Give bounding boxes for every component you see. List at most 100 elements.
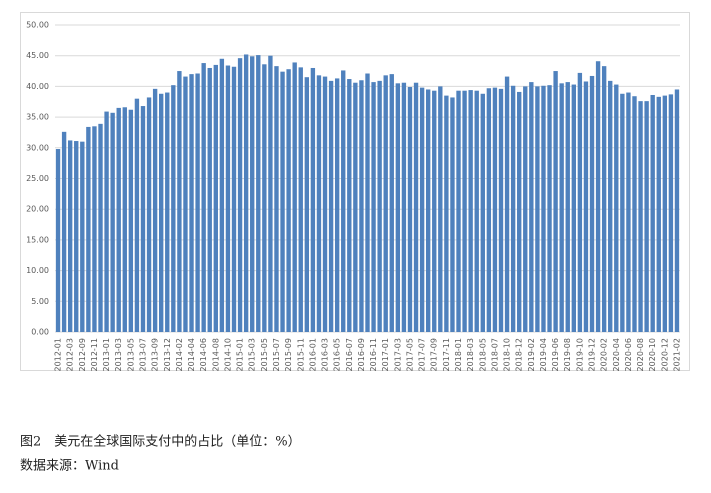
bar <box>146 97 152 333</box>
y-tick-label: 30.00 <box>26 143 49 152</box>
bar <box>371 82 376 333</box>
x-tick-label: 2018-03 <box>466 338 475 371</box>
bar <box>310 67 316 332</box>
bar <box>67 140 73 332</box>
x-tick-label: 2015-09 <box>284 338 293 371</box>
bar <box>74 141 79 332</box>
x-tick-label: 2013-05 <box>126 338 135 371</box>
bar <box>480 93 485 332</box>
bar <box>183 76 188 333</box>
x-tick-label: 2020-02 <box>600 338 609 371</box>
x-tick-label: 2020-12 <box>660 338 669 371</box>
x-tick-label: 2017-11 <box>442 338 451 371</box>
bar <box>620 93 625 332</box>
bar <box>322 76 328 333</box>
bar <box>92 126 97 332</box>
bar <box>250 56 255 333</box>
x-tick-label: 2014-10 <box>223 338 232 371</box>
bar <box>529 82 534 333</box>
x-tick-label: 2019-04 <box>539 338 548 371</box>
x-tick-label: 2016-03 <box>321 338 330 371</box>
bar <box>268 55 273 332</box>
bar <box>632 96 637 332</box>
x-tick-label: 2015-07 <box>272 338 281 371</box>
bar <box>510 85 516 332</box>
bar <box>328 80 334 333</box>
bar <box>86 126 91 332</box>
x-tick-label: 2018-12 <box>515 338 524 371</box>
bar <box>468 90 473 332</box>
caption: 图2 美元在全球国际支付中的占比（单位：%） <box>20 434 301 450</box>
bar <box>80 141 85 332</box>
x-tick-label: 2014-06 <box>199 338 208 371</box>
x-tick-label: 2014-08 <box>211 338 220 371</box>
bar <box>668 94 674 332</box>
bar <box>377 80 382 333</box>
bar <box>298 67 303 332</box>
x-tick-label: 2020-04 <box>612 338 621 371</box>
bar <box>55 149 61 332</box>
bar <box>614 84 619 332</box>
x-tick-label: 2018-10 <box>503 338 512 371</box>
bar <box>523 86 528 333</box>
x-tick-label: 2013-01 <box>102 338 111 371</box>
bar <box>274 66 279 332</box>
bar <box>601 66 607 332</box>
x-tick-label: 2013-03 <box>114 338 123 371</box>
y-tick-label: 0.00 <box>31 328 49 337</box>
bar <box>474 90 479 332</box>
bar <box>365 73 370 333</box>
bar <box>140 106 146 332</box>
bar <box>535 86 540 333</box>
bar <box>638 101 643 332</box>
y-tick-label: 5.00 <box>31 297 49 306</box>
bar <box>450 97 455 333</box>
bar <box>662 95 668 332</box>
chart-frame <box>20 12 690 371</box>
bar <box>195 73 200 333</box>
x-tick-label: 2019-02 <box>527 338 536 371</box>
bar <box>359 80 364 332</box>
bar <box>589 75 595 332</box>
bar <box>559 83 564 332</box>
bar <box>122 107 127 332</box>
x-tick-label: 2013-09 <box>151 338 160 371</box>
x-tick-label: 2012-03 <box>66 338 75 371</box>
bar <box>353 82 358 332</box>
bar <box>626 92 631 332</box>
y-tick-label: 25.00 <box>26 174 49 183</box>
bar <box>541 85 546 332</box>
bar <box>286 69 291 332</box>
y-tick-label: 15.00 <box>26 235 49 244</box>
x-tick-label: 2012-09 <box>78 338 87 371</box>
x-tick-label: 2013-12 <box>163 338 172 371</box>
bar <box>401 82 407 332</box>
bar <box>98 123 103 332</box>
bar <box>292 62 297 332</box>
source: 数据来源：Wind <box>20 459 119 474</box>
bar <box>395 83 401 332</box>
bar <box>674 89 680 332</box>
bar <box>444 95 449 332</box>
bar <box>425 89 431 332</box>
x-tick-label: 2014-02 <box>175 338 184 371</box>
bar <box>341 70 346 332</box>
y-tick-label: 45.00 <box>26 51 49 60</box>
bar <box>237 58 243 332</box>
bar <box>262 64 267 333</box>
bar <box>231 66 237 332</box>
bar <box>304 77 310 332</box>
y-tick-label: 40.00 <box>26 82 49 91</box>
bar <box>116 107 121 332</box>
bar <box>201 63 206 333</box>
x-tick-label: 2016-09 <box>357 338 366 371</box>
bar <box>334 78 340 332</box>
x-tick-label: 2016-11 <box>369 338 378 371</box>
x-tick-label: 2012-11 <box>90 338 99 371</box>
bar <box>280 71 285 332</box>
y-tick-label: 50.00 <box>26 21 49 30</box>
x-tick-label: 2013-07 <box>138 338 147 371</box>
x-tick-label: 2015-03 <box>248 338 257 371</box>
y-tick-label: 20.00 <box>26 205 49 214</box>
